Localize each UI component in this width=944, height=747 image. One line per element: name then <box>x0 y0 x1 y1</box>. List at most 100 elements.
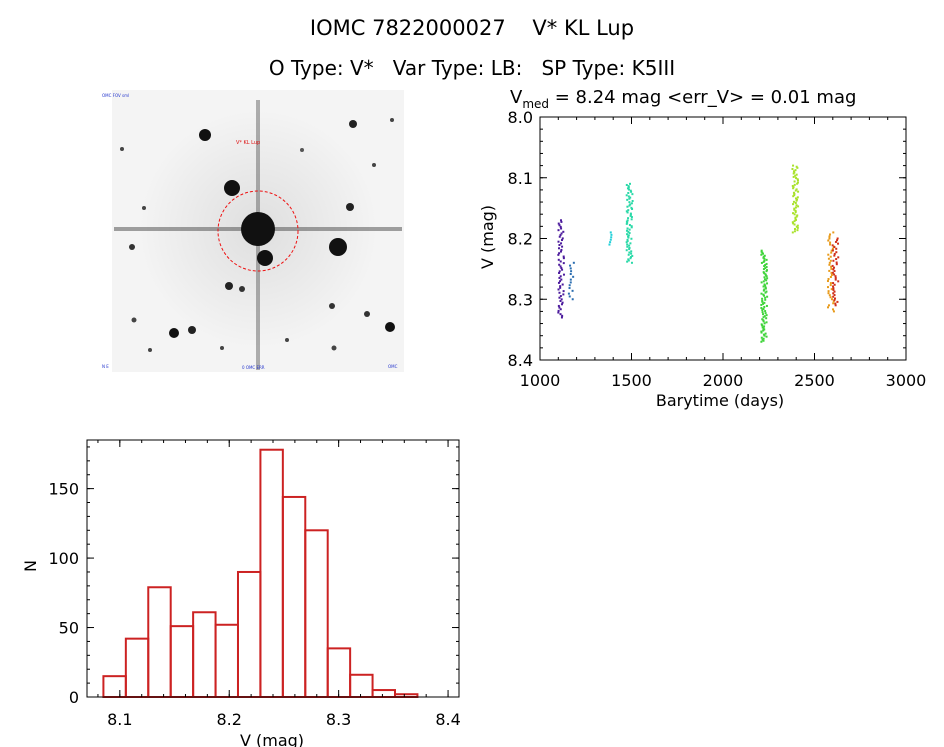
lc-point <box>836 239 839 242</box>
lc-point <box>626 233 629 236</box>
lc-point <box>831 271 834 274</box>
lc-point <box>764 310 767 313</box>
lc-point <box>559 234 562 237</box>
lc-point <box>796 226 799 229</box>
lc-point <box>834 304 837 307</box>
lc-point <box>568 287 571 290</box>
lc-point <box>765 279 768 282</box>
lc-point <box>569 267 572 270</box>
lc-point <box>793 220 796 223</box>
lc-point <box>762 289 765 292</box>
lc-point <box>765 314 768 317</box>
lc-point <box>827 257 830 260</box>
lc-point <box>830 273 833 276</box>
lc-point <box>760 306 763 309</box>
lc-point <box>560 227 563 230</box>
lc-point <box>630 237 633 240</box>
lc-point-group <box>826 231 835 313</box>
lc-y-tick-label: 8.0 <box>508 108 533 127</box>
lc-point <box>764 273 767 276</box>
star <box>129 244 135 250</box>
lc-point <box>763 288 766 291</box>
lc-point <box>764 332 767 335</box>
object-name: V* KL Lup <box>532 16 635 40</box>
lc-point <box>561 268 564 271</box>
target-circle <box>217 190 299 272</box>
lc-y-tick-label: 8.2 <box>508 230 533 249</box>
lc-point <box>559 308 562 311</box>
lc-point <box>558 276 561 279</box>
lc-point <box>627 253 630 256</box>
hist-x-tick-label: 8.3 <box>326 710 351 729</box>
lc-point <box>559 295 562 298</box>
lc-point <box>762 280 765 283</box>
hist-x-tick-label: 8.1 <box>107 710 132 729</box>
lc-point <box>763 278 766 281</box>
hist-x-tick-label: 8.4 <box>435 710 460 729</box>
lc-point <box>558 291 561 294</box>
lc-point <box>829 243 832 246</box>
lc-point <box>833 299 836 302</box>
lc-point <box>760 330 763 333</box>
lc-point <box>625 220 628 223</box>
lc-point <box>792 203 795 206</box>
lc-point <box>762 293 765 296</box>
lc-point <box>628 244 631 247</box>
lc-x-axis-label: Barytime (days) <box>656 391 784 410</box>
lc-point <box>831 264 834 267</box>
lc-point <box>562 290 565 293</box>
lc-point <box>630 250 633 253</box>
lc-point <box>761 297 764 300</box>
lc-point <box>562 273 565 276</box>
lc-point <box>792 187 795 190</box>
lc-point <box>834 275 837 278</box>
lc-point <box>834 276 837 279</box>
lc-point <box>571 298 574 301</box>
lc-point <box>797 205 800 208</box>
vmed-annotation: Vmed = 8.24 mag <err_V> = 0.01 mag <box>510 87 856 111</box>
lc-point <box>836 300 839 303</box>
lc-point <box>763 305 766 308</box>
lc-point <box>572 275 575 278</box>
lc-point <box>626 198 629 201</box>
lc-point <box>793 180 796 183</box>
lc-point <box>567 292 570 295</box>
lc-point <box>836 237 839 240</box>
hist-bar <box>214 623 239 698</box>
lc-point <box>765 270 768 273</box>
lc-point <box>796 224 799 227</box>
lc-point <box>569 281 572 284</box>
lc-point <box>628 204 631 207</box>
lc-point <box>609 241 612 244</box>
lc-point <box>760 253 763 256</box>
lc-point <box>833 290 836 293</box>
hist-bar <box>147 586 172 698</box>
lc-point <box>793 208 796 211</box>
spectral-type: SP Type: K5III <box>541 56 676 80</box>
lc-point <box>630 202 633 205</box>
lc-point <box>629 257 632 260</box>
lc-point <box>557 258 560 261</box>
lc-point <box>627 259 630 262</box>
lc-point <box>763 257 766 260</box>
lc-point <box>558 296 561 299</box>
lc-point <box>832 231 835 234</box>
finder-bottom-center-label: 0 OMC ERR <box>242 365 265 370</box>
lc-point-group <box>557 219 565 319</box>
lc-point <box>830 265 833 268</box>
hist-x-axis-label: V (mag) <box>240 731 304 747</box>
hist-bar <box>326 647 352 698</box>
lc-point <box>761 311 764 314</box>
star <box>224 180 240 196</box>
lc-point <box>629 212 632 215</box>
figure-title-line1: IOMC 7822000027 V* KL Lup <box>0 16 944 40</box>
lc-plot-frame <box>539 116 907 361</box>
lc-point <box>792 212 795 215</box>
light-curve-axes: 1000 1500 2000 2500 3000 8.0 8.1 8.2 8.3 8.4 <box>508 108 927 390</box>
lc-point <box>560 278 563 281</box>
lc-point <box>792 222 795 225</box>
lc-point <box>762 327 765 330</box>
hist-y-axis-label: N <box>21 560 40 572</box>
star <box>257 250 273 266</box>
lc-point <box>760 303 763 306</box>
